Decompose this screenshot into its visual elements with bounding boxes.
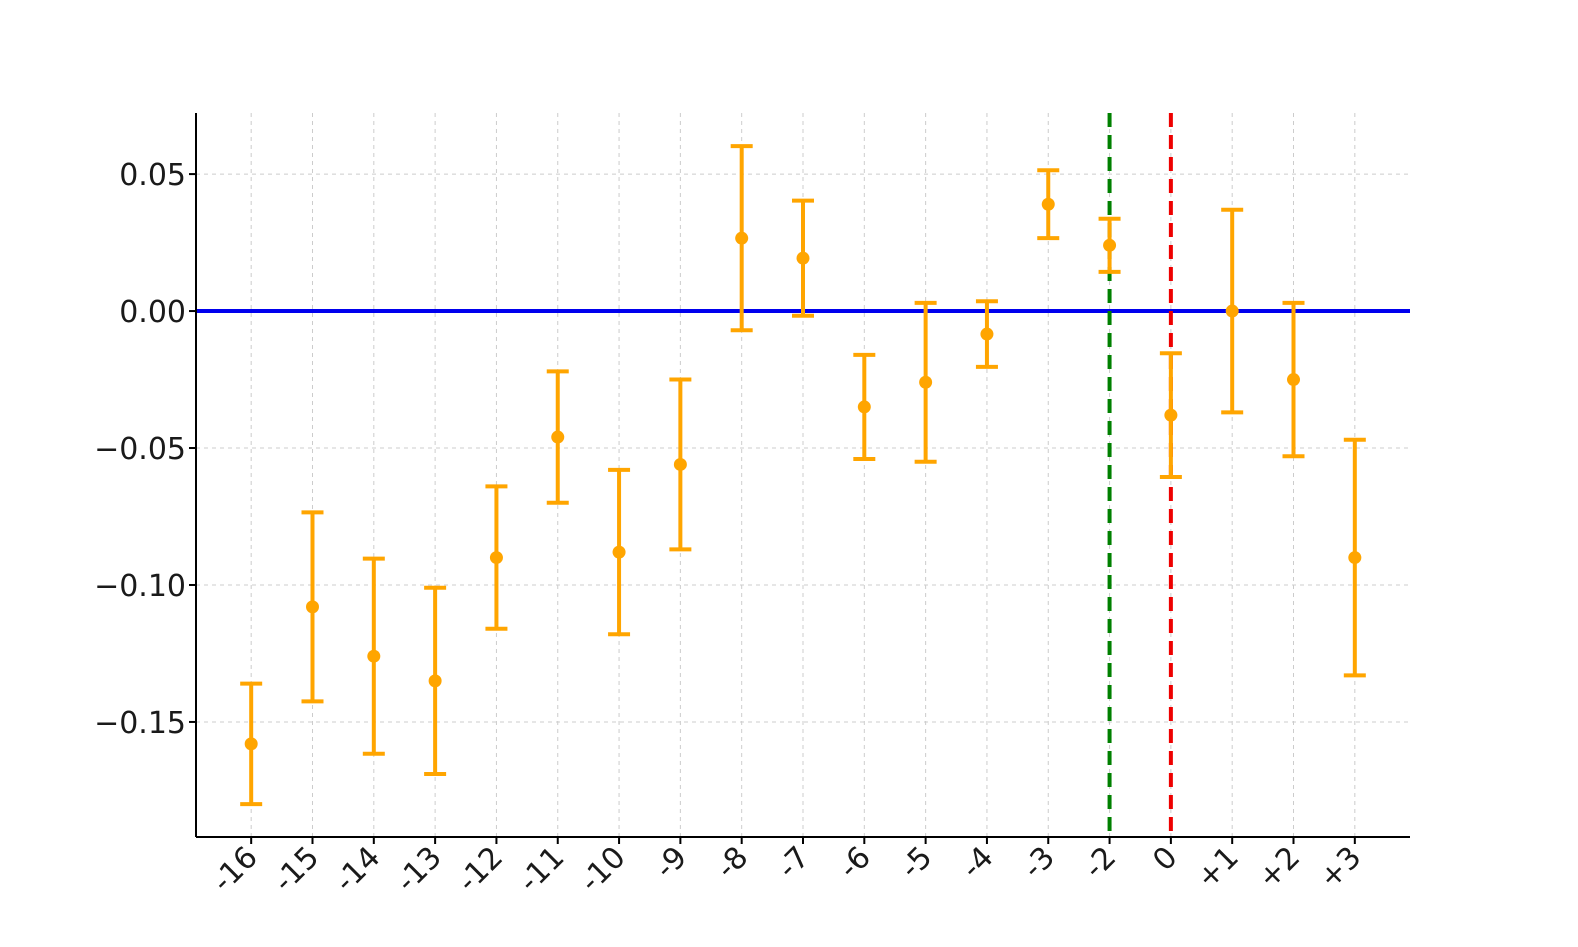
x-tick-label: +3: [1312, 840, 1368, 896]
x-tick-label: -12: [451, 840, 510, 899]
point: [1164, 408, 1178, 422]
point: [367, 649, 381, 663]
point: [551, 430, 565, 444]
point: [919, 375, 933, 389]
x-tick-label: -14: [328, 840, 387, 899]
x-tick-label: +1: [1190, 840, 1246, 896]
point: [244, 737, 258, 751]
x-tick-label: -3: [1016, 840, 1062, 886]
y-tick-label: −0.05: [94, 432, 186, 467]
point: [796, 251, 810, 265]
x-tick-label: -15: [267, 840, 326, 899]
x-tick-label: -6: [832, 840, 878, 886]
y-tick-label: −0.10: [94, 569, 186, 604]
point: [612, 545, 626, 559]
x-tick-label: 0: [1146, 840, 1184, 878]
point: [673, 457, 687, 471]
point: [1103, 238, 1117, 252]
point: [735, 231, 749, 245]
point: [1348, 551, 1362, 565]
x-tick-label: -8: [709, 840, 755, 886]
x-tick-label: -5: [893, 840, 939, 886]
x-tick-label: -11: [512, 840, 571, 899]
point: [857, 400, 871, 414]
y-tick-label: 0.00: [119, 295, 186, 330]
x-tick-label: -9: [648, 840, 694, 886]
point: [305, 600, 319, 614]
x-tick-label: +2: [1251, 840, 1307, 896]
point: [1225, 304, 1239, 318]
x-tick-label: -16: [205, 840, 264, 899]
x-tick-label: -7: [771, 840, 817, 886]
x-tick-label: -10: [573, 840, 632, 899]
y-tick-label: 0.05: [119, 158, 186, 193]
point: [980, 327, 994, 341]
point: [1287, 373, 1301, 387]
point: [489, 551, 503, 565]
point: [1041, 197, 1055, 211]
x-tick-label: -2: [1077, 840, 1123, 886]
point: [428, 674, 442, 688]
x-tick-label: -4: [955, 840, 1001, 886]
x-tick-label: -13: [389, 840, 448, 899]
y-tick-label: −0.15: [94, 706, 186, 741]
